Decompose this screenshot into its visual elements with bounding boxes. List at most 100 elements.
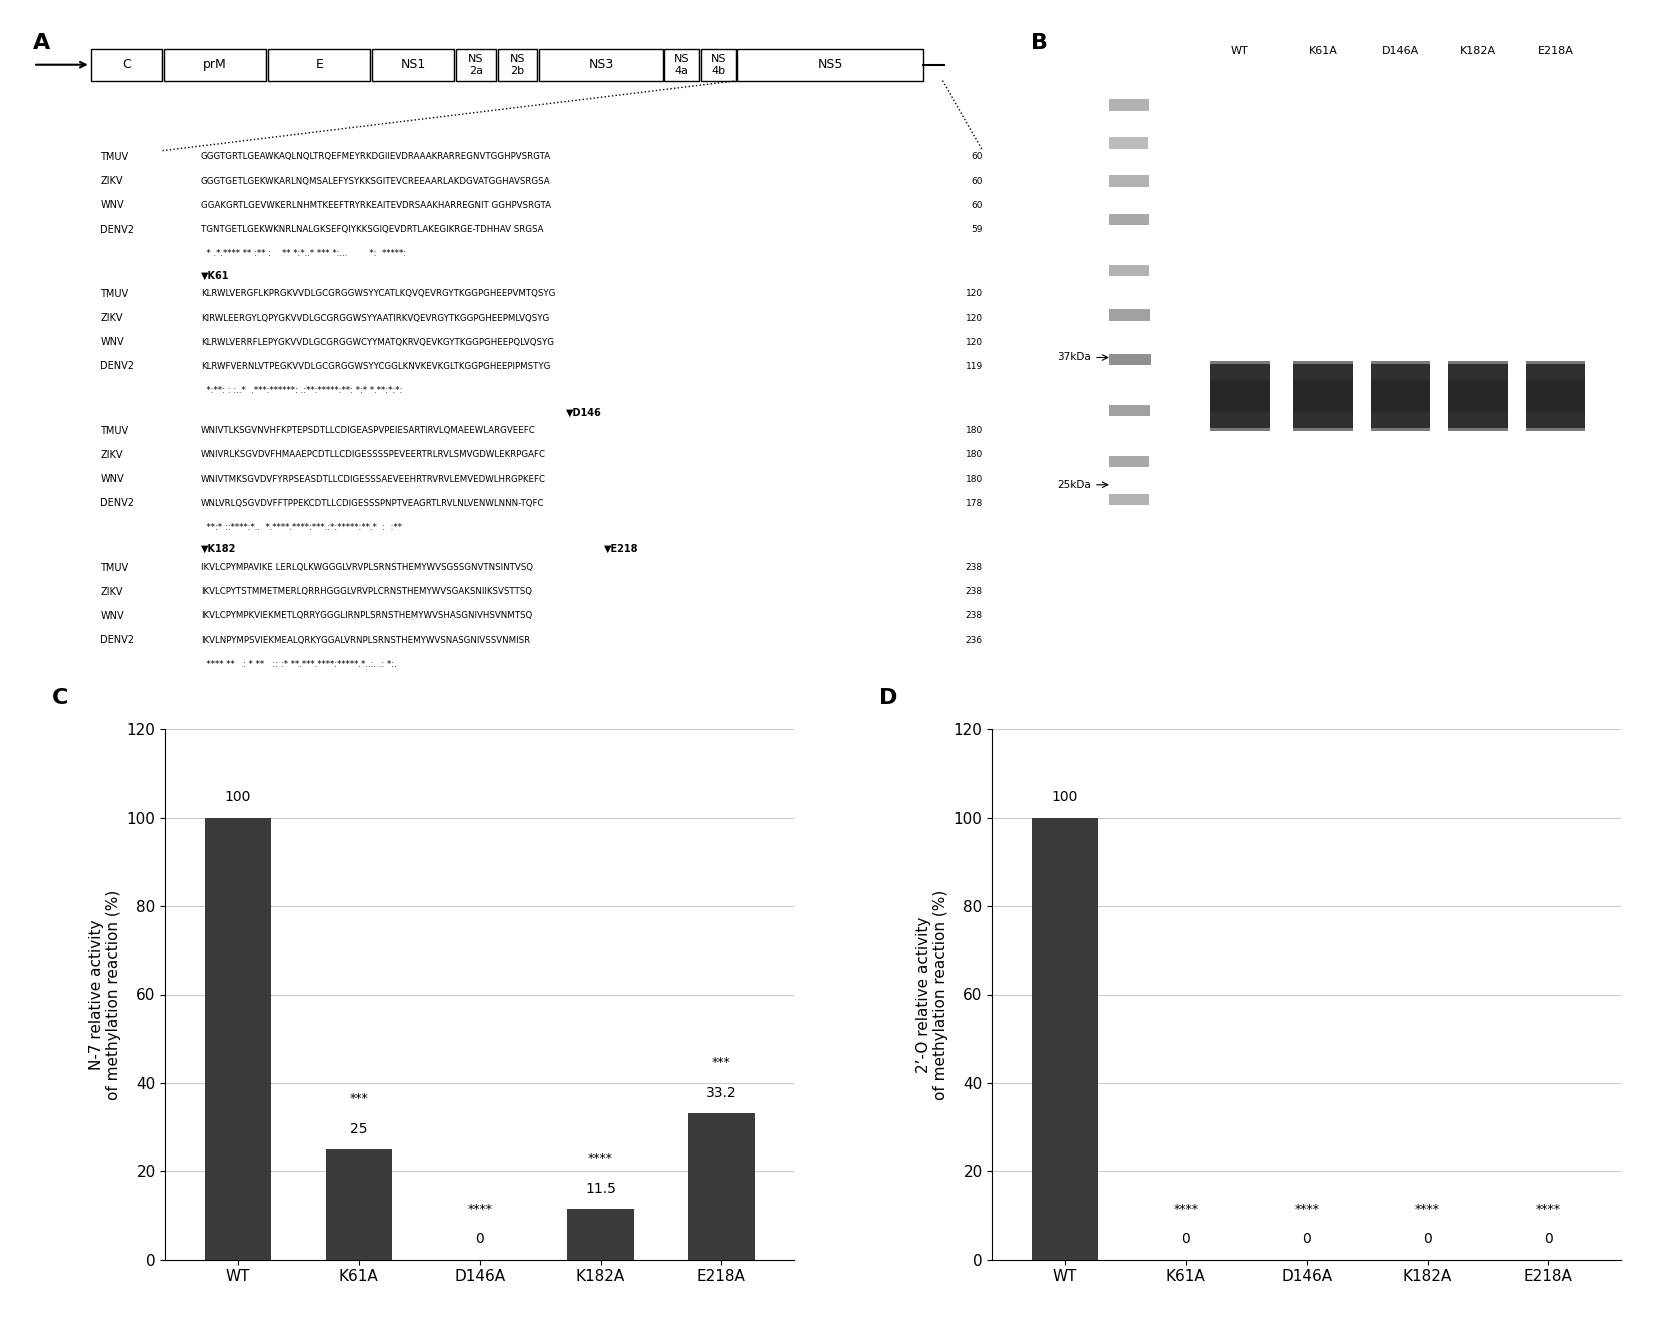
Text: WNV: WNV (101, 611, 124, 621)
Text: **:* ::****:*..  *.****.****:***.:*:*****:**.*  :  :**: **:* ::****:*.. *.****.****:***.:*:*****… (200, 522, 402, 532)
Bar (457, 49, 496, 81)
Text: E: E (316, 58, 323, 72)
Bar (665, 49, 700, 81)
Text: 37kDa: 37kDa (1057, 353, 1092, 362)
Text: 238: 238 (966, 611, 982, 621)
Text: D146A: D146A (1383, 45, 1419, 56)
Text: 60: 60 (971, 176, 982, 186)
Text: 120: 120 (966, 313, 982, 322)
Text: DENV2: DENV2 (101, 635, 134, 644)
Text: E218A: E218A (1538, 45, 1573, 56)
Bar (268, 49, 370, 81)
Text: IKVLNPYMPSVIEKMEALQRKYGGALVRNPLSRNSTHEMYWVSNASGNIVSSVNMISR: IKVLNPYMPSVIEKMEALQRKYGGALVRNPLSRNSTHEMY… (200, 635, 529, 644)
Text: ▼E218: ▼E218 (604, 544, 638, 554)
Bar (688, 1113, 754, 1260)
Text: WT: WT (1231, 45, 1249, 56)
Bar (1293, 363, 1353, 427)
Bar (1108, 309, 1150, 321)
Text: 119: 119 (966, 362, 982, 371)
Text: C: C (53, 688, 69, 708)
Text: DENV2: DENV2 (101, 224, 134, 235)
Bar (1293, 379, 1353, 431)
Text: KIRWLEERGYLQPYGKVVDLGCGRGGWSYYAATIRKVQEVRGYTKGGPGHEEPMLVQSYG: KIRWLEERGYLQPYGKVVDLGCGRGGWSYYAATIRKVQEV… (200, 313, 549, 322)
Text: ▼K182: ▼K182 (200, 544, 237, 554)
Text: 120: 120 (966, 338, 982, 346)
Text: K182A: K182A (1460, 45, 1497, 56)
Y-axis label: N-7 relative activity
of methylation reaction (%): N-7 relative activity of methylation rea… (89, 890, 121, 1099)
Text: 33.2: 33.2 (706, 1086, 736, 1099)
Text: WNLVRLQSGVDVFFTPPEKCDTLLCDIGESSSPNPTVEAGRTLRVLNLVENWLNNN-TQFC: WNLVRLQSGVDVFFTPPEKCDTLLCDIGESSSPNPTVEAG… (200, 499, 544, 508)
Text: TGNTGETLGEKWKNRLNALGKSEFQIYKKSGIQEVDRTLAKEGIKRGE-TDHHAV SRGSA: TGNTGETLGEKWKNRLNALGKSEFQIYKKSGIQEVDRTLA… (200, 225, 544, 235)
Bar (1108, 138, 1148, 149)
Text: WNV: WNV (101, 200, 124, 211)
Bar (1108, 404, 1150, 416)
Bar (1293, 361, 1353, 411)
Text: 60: 60 (971, 152, 982, 162)
Bar (701, 49, 736, 81)
Text: 180: 180 (966, 426, 982, 435)
Text: K61A: K61A (1308, 45, 1338, 56)
Text: NS
2a: NS 2a (468, 54, 483, 76)
Bar (1371, 379, 1431, 431)
Text: WNIVRLKSGVDVFHMAAEPCDTLLCDIGESSSSPEVEERTRLRVLSMVGDWLEKRPGAFC: WNIVRLKSGVDVFHMAAEPCDTLLCDIGESSSSPEVEERT… (200, 451, 546, 459)
Text: NS
4b: NS 4b (711, 54, 726, 76)
Text: KLRWLVERRFLEPYGKVVDLGCGRGGWCYYMATQKRVQEVKGYTKGGPGHEEPQLVQSYG: KLRWLVERRFLEPYGKVVDLGCGRGGWCYYMATQKRVQEV… (200, 338, 554, 346)
Bar (326, 1150, 392, 1260)
Text: TMUV: TMUV (101, 562, 129, 573)
Text: D: D (880, 688, 898, 708)
Bar (164, 49, 266, 81)
Bar (539, 49, 663, 81)
Bar (1211, 363, 1270, 427)
Text: IKVLCPYTSTMMETMERLQRRHGGGLVRVPLCRNSTHEMYWVSGAKSNIIKSVSTTSQ: IKVLCPYTSTMMETMERLQRRHGGGLVRVPLCRNSTHEMY… (200, 587, 533, 597)
Text: 60: 60 (971, 200, 982, 210)
Text: WNIVTMKSGVDVFYRPSEASDTLLCDIGESSSAEVEEHRTRVRVLEMVEDWLHRGPKEFC: WNIVTMKSGVDVFYRPSEASDTLLCDIGESSSAEVEEHRT… (200, 475, 546, 484)
Text: ZIKV: ZIKV (101, 176, 122, 186)
Text: A: A (33, 33, 50, 53)
Text: WNV: WNV (101, 475, 124, 484)
Bar (1449, 379, 1508, 431)
Text: * .*.**** ** :** :    ** *:*..* *** *:...        *:  *****:: * .*.**** ** :** : ** *:*..* *** *:... *… (200, 249, 407, 259)
Text: 0: 0 (1302, 1232, 1312, 1246)
Text: ****: **** (466, 1203, 493, 1216)
Text: 238: 238 (966, 564, 982, 572)
Text: ZIKV: ZIKV (101, 450, 122, 460)
Text: C: C (122, 58, 131, 72)
Text: NS
4a: NS 4a (673, 54, 690, 76)
Text: KLRWFVERNLVTPEGKVVDLGCGRGGWSYYCGGLKNVKEVKGLTKGGPGHEEPIPMSTYG: KLRWFVERNLVTPEGKVVDLGCGRGGWSYYCGGLKNVKEV… (200, 362, 551, 371)
Bar (567, 1209, 633, 1260)
Text: 238: 238 (966, 587, 982, 597)
Text: NS3: NS3 (589, 58, 614, 72)
Text: **** **   : * **   :: :* **.***.****:*****.*..:. .: *:.: **** ** : * ** :: :* **.***.****:*****.*… (200, 660, 397, 668)
Bar (1525, 361, 1585, 411)
Text: ****: **** (589, 1152, 614, 1164)
Bar (91, 49, 162, 81)
Y-axis label: 2’-O relative activity
of methylation reaction (%): 2’-O relative activity of methylation re… (916, 890, 948, 1099)
Text: ▼K61: ▼K61 (200, 271, 230, 281)
Bar (205, 818, 271, 1260)
Text: *:**: : :..*  .***:******: .:**:*****:**: *:* *.**:*:*:: *:**: : :..* .***:******: .:**:*****:**:… (200, 386, 402, 395)
Bar (1211, 379, 1270, 431)
Bar (1371, 361, 1431, 411)
Text: 11.5: 11.5 (586, 1181, 615, 1196)
Bar (498, 49, 538, 81)
Text: IKVLCPYMPKVIEKMETLQRRYGGGLIRNPLSRNSTHEMYWVSHASGNIVHSVNMTSQ: IKVLCPYMPKVIEKMETLQRRYGGGLIRNPLSRNSTHEMY… (200, 611, 533, 621)
Bar (1108, 99, 1148, 110)
Text: ****: **** (1416, 1203, 1441, 1216)
Text: B: B (1032, 33, 1049, 53)
Text: NS
2b: NS 2b (509, 54, 526, 76)
Text: 120: 120 (966, 289, 982, 298)
Bar (1211, 361, 1270, 411)
Text: 25kDa: 25kDa (1057, 480, 1092, 489)
Bar (738, 49, 923, 81)
Text: ****: **** (1293, 1203, 1320, 1216)
Text: WNV: WNV (101, 337, 124, 347)
Bar (1108, 265, 1148, 276)
Text: GGAKGRTLGEVWKERLNHMTKEEFTRYRKEAITEVDRSAAKHARREGNIT GGHPVSRGTA: GGAKGRTLGEVWKERLNHMTKEEFTRYRKEAITEVDRSAA… (200, 200, 551, 210)
Text: ****: **** (1173, 1203, 1197, 1216)
Bar (1108, 213, 1150, 225)
Text: TMUV: TMUV (101, 289, 129, 298)
Bar (1525, 379, 1585, 431)
Text: 59: 59 (971, 225, 982, 235)
Text: GGGTGETLGEKWKARLNQMSALEFYSYKKSGITEVCREEAARLAKDGVATGGHAVSRGSA: GGGTGETLGEKWKARLNQMSALEFYSYKKSGITEVCREEA… (200, 176, 551, 186)
Text: TMUV: TMUV (101, 152, 129, 162)
